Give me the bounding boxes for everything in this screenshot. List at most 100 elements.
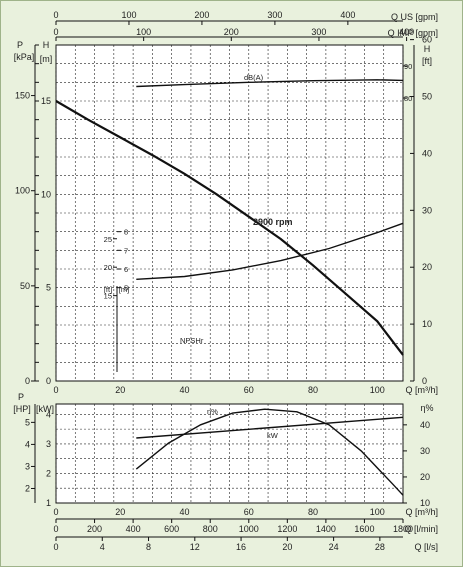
lmin-tick-label: 1200 bbox=[277, 524, 297, 534]
ls-tick-label: 8 bbox=[146, 542, 151, 552]
ls-tick-label: 20 bbox=[282, 542, 292, 552]
imp-gpm-axis-label: Q IMP [gpm] bbox=[388, 28, 438, 38]
us-gpm-tick-label: 0 bbox=[53, 10, 58, 20]
imp-gpm-tick-label: 0 bbox=[53, 27, 58, 37]
head-x-tick-label: 20 bbox=[115, 385, 125, 395]
head-x-tick-label: 100 bbox=[370, 385, 385, 395]
kw-axis-header: [kW] bbox=[36, 404, 54, 414]
lmin-tick-label: 600 bbox=[164, 524, 179, 534]
power-x-tick-label: 20 bbox=[115, 507, 125, 517]
power-x-tick-label: 60 bbox=[244, 507, 254, 517]
h-m-tick-label: 15 bbox=[41, 96, 51, 106]
lmin-tick-label: 400 bbox=[126, 524, 141, 534]
lmin-tick-label: 0 bbox=[53, 524, 58, 534]
annotation-eta: η% bbox=[207, 407, 218, 416]
npsh-ft-header: [ft] bbox=[104, 285, 112, 294]
power-x-tick-label: 100 bbox=[370, 507, 385, 517]
h-m-tick-label: 10 bbox=[41, 189, 51, 199]
ls-tick-label: 12 bbox=[190, 542, 200, 552]
power-x-tick-label: 40 bbox=[180, 507, 190, 517]
us-gpm-tick-label: 300 bbox=[267, 10, 282, 20]
npsh-m-header: [m] bbox=[119, 285, 129, 294]
h-ft-tick-label: 50 bbox=[422, 92, 432, 102]
npsh-ft-tick-label: 15 bbox=[104, 292, 112, 301]
us-gpm-axis-label: Q US [gpm] bbox=[391, 12, 438, 22]
npsh-ft-tick-label: 25 bbox=[104, 235, 112, 244]
power-x-axis-label: Q [m³/h] bbox=[405, 507, 438, 517]
imp-gpm-tick-label: 200 bbox=[224, 27, 239, 37]
annotation-2900rpm: 2900 rpm bbox=[253, 217, 293, 227]
annotation-kw: kW bbox=[267, 431, 279, 440]
kpa-tick-label: 150 bbox=[15, 91, 30, 101]
ls-tick-label: 24 bbox=[329, 542, 339, 552]
head-x-tick-label: 0 bbox=[53, 385, 58, 395]
h-ft-axis-header-unit: [ft] bbox=[422, 56, 432, 66]
hp-tick-label: 5 bbox=[25, 417, 30, 427]
lmin-tick-label: 800 bbox=[203, 524, 218, 534]
head-curve-2900rpm bbox=[55, 100, 404, 356]
efficiency-curve bbox=[135, 408, 404, 496]
h-m-tick-label: 5 bbox=[46, 283, 51, 293]
hp-tick-label: 4 bbox=[25, 439, 30, 449]
power-x-tick-label: 0 bbox=[53, 507, 58, 517]
hp-axis-header-unit: [HP] bbox=[13, 404, 31, 414]
lmin-tick-label: 1400 bbox=[316, 524, 336, 534]
kw-curve bbox=[136, 416, 404, 439]
kw-tick-label: 1 bbox=[46, 498, 51, 508]
power-x-tick-label: 80 bbox=[308, 507, 318, 517]
kpa-tick-label: 100 bbox=[15, 186, 30, 196]
h-m-axis-header-unit: [m] bbox=[40, 54, 53, 64]
dba-tick-label: 80 bbox=[404, 94, 412, 103]
ls-tick-label: 28 bbox=[375, 542, 385, 552]
imp-gpm-tick-label: 300 bbox=[311, 27, 326, 37]
kpa-axis-header-unit: [kPa] bbox=[14, 52, 35, 62]
eta-tick-label: 10 bbox=[420, 498, 430, 508]
kpa-tick-label: 50 bbox=[20, 281, 30, 291]
h-m-tick-label: 0 bbox=[46, 376, 51, 386]
ls-tick-label: 0 bbox=[53, 542, 58, 552]
head-x-axis-label: Q [m³/h] bbox=[405, 385, 438, 395]
h-ft-tick-label: 40 bbox=[422, 148, 432, 158]
imp-gpm-tick-label: 400 bbox=[399, 27, 414, 37]
eta-axis-header: η% bbox=[420, 403, 433, 413]
head-x-tick-label: 60 bbox=[244, 385, 254, 395]
lmin-tick-label: 200 bbox=[87, 524, 102, 534]
head-x-tick-label: 40 bbox=[180, 385, 190, 395]
dba-tick-label: 90 bbox=[404, 62, 412, 71]
kpa-tick-label: 0 bbox=[25, 376, 30, 386]
h-ft-tick-label: 20 bbox=[422, 262, 432, 272]
us-gpm-tick-label: 100 bbox=[121, 10, 136, 20]
eta-tick-label: 40 bbox=[420, 420, 430, 430]
imp-gpm-tick-label: 100 bbox=[136, 27, 151, 37]
h-ft-axis-header-h: H bbox=[424, 44, 431, 54]
hp-axis-header-p: P bbox=[18, 392, 24, 402]
h-ft-tick-label: 30 bbox=[422, 205, 432, 215]
lmin-tick-label: 1600 bbox=[354, 524, 374, 534]
hp-tick-label: 3 bbox=[25, 461, 30, 471]
annotation-npshr: NPSHr bbox=[180, 336, 204, 345]
ls-tick-label: 4 bbox=[100, 542, 105, 552]
lmin-tick-label: 1000 bbox=[239, 524, 259, 534]
annotation-dba: dB(A) bbox=[244, 73, 264, 82]
kw-tick-label: 2 bbox=[46, 468, 51, 478]
ls-axis-label: Q [l/s] bbox=[414, 542, 438, 552]
h-m-axis-header-h: H bbox=[43, 40, 50, 50]
us-gpm-tick-label: 400 bbox=[340, 10, 355, 20]
head-x-tick-label: 80 bbox=[308, 385, 318, 395]
eta-tick-label: 30 bbox=[420, 446, 430, 456]
npshr-curve bbox=[136, 222, 404, 280]
lmin-axis-label: Q [l/min] bbox=[404, 524, 438, 534]
us-gpm-tick-label: 200 bbox=[194, 10, 209, 20]
eta-tick-label: 20 bbox=[420, 472, 430, 482]
dba-curve bbox=[136, 79, 404, 88]
kpa-axis-header-p: P bbox=[17, 40, 23, 50]
npsh-ft-tick-label: 20 bbox=[104, 263, 112, 272]
kw-tick-label: 3 bbox=[46, 439, 51, 449]
npsh-m-tick-label: 7 bbox=[124, 246, 128, 255]
hp-tick-label: 2 bbox=[25, 483, 30, 493]
h-ft-tick-label: 60 bbox=[422, 35, 432, 45]
kw-tick-label: 4 bbox=[46, 409, 51, 419]
npsh-m-tick-label: 6 bbox=[124, 265, 128, 274]
npsh-m-tick-label: 5 bbox=[124, 284, 128, 293]
